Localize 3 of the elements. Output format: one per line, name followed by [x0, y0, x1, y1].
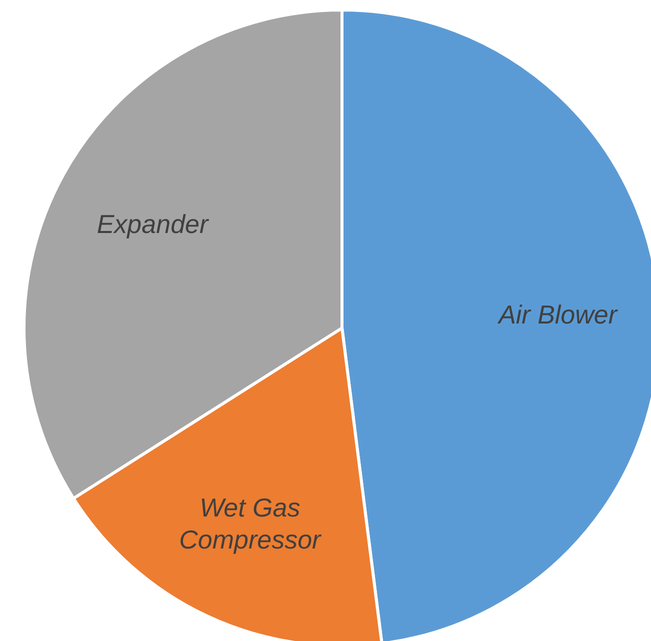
- slice-label: Expander: [96, 208, 210, 239]
- slice-label: Air Blower: [496, 299, 618, 330]
- slice-label: Wet Gas Compressor: [179, 492, 322, 555]
